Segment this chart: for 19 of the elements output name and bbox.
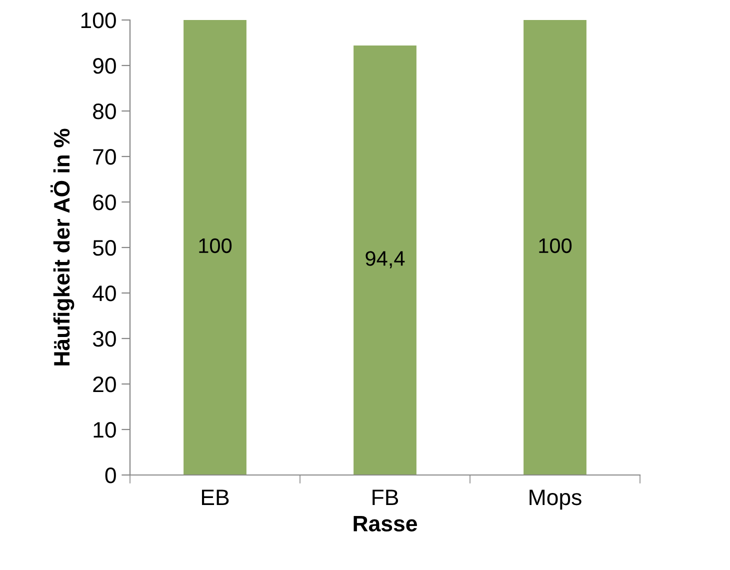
y-tick-label: 60 — [93, 194, 116, 210]
y-tick-label: 70 — [93, 149, 116, 165]
y-tick-label: 90 — [93, 58, 116, 74]
x-axis-title: Rasse — [354, 516, 417, 532]
y-tick-label: 30 — [92, 331, 116, 347]
y-tick-label: 80 — [93, 104, 116, 120]
x-tick-label: FB — [372, 490, 398, 505]
y-tick-label: 40 — [92, 286, 116, 302]
data-label: 94,4 — [366, 251, 405, 268]
y-axis-title: Häufigkeit der AÖ in % — [50, 128, 74, 366]
x-tick-label: EB — [202, 490, 229, 505]
y-tick-label: 0 — [105, 468, 116, 484]
y-tick-label: 10 — [94, 422, 116, 438]
x-tick-label: Mops — [530, 490, 582, 510]
y-tick-label: 50 — [92, 240, 116, 256]
y-tick-label: 20 — [93, 376, 116, 392]
data-label: 100 — [539, 238, 572, 254]
data-label: 100 — [199, 238, 232, 254]
y-tick-label: 100 — [81, 12, 116, 28]
